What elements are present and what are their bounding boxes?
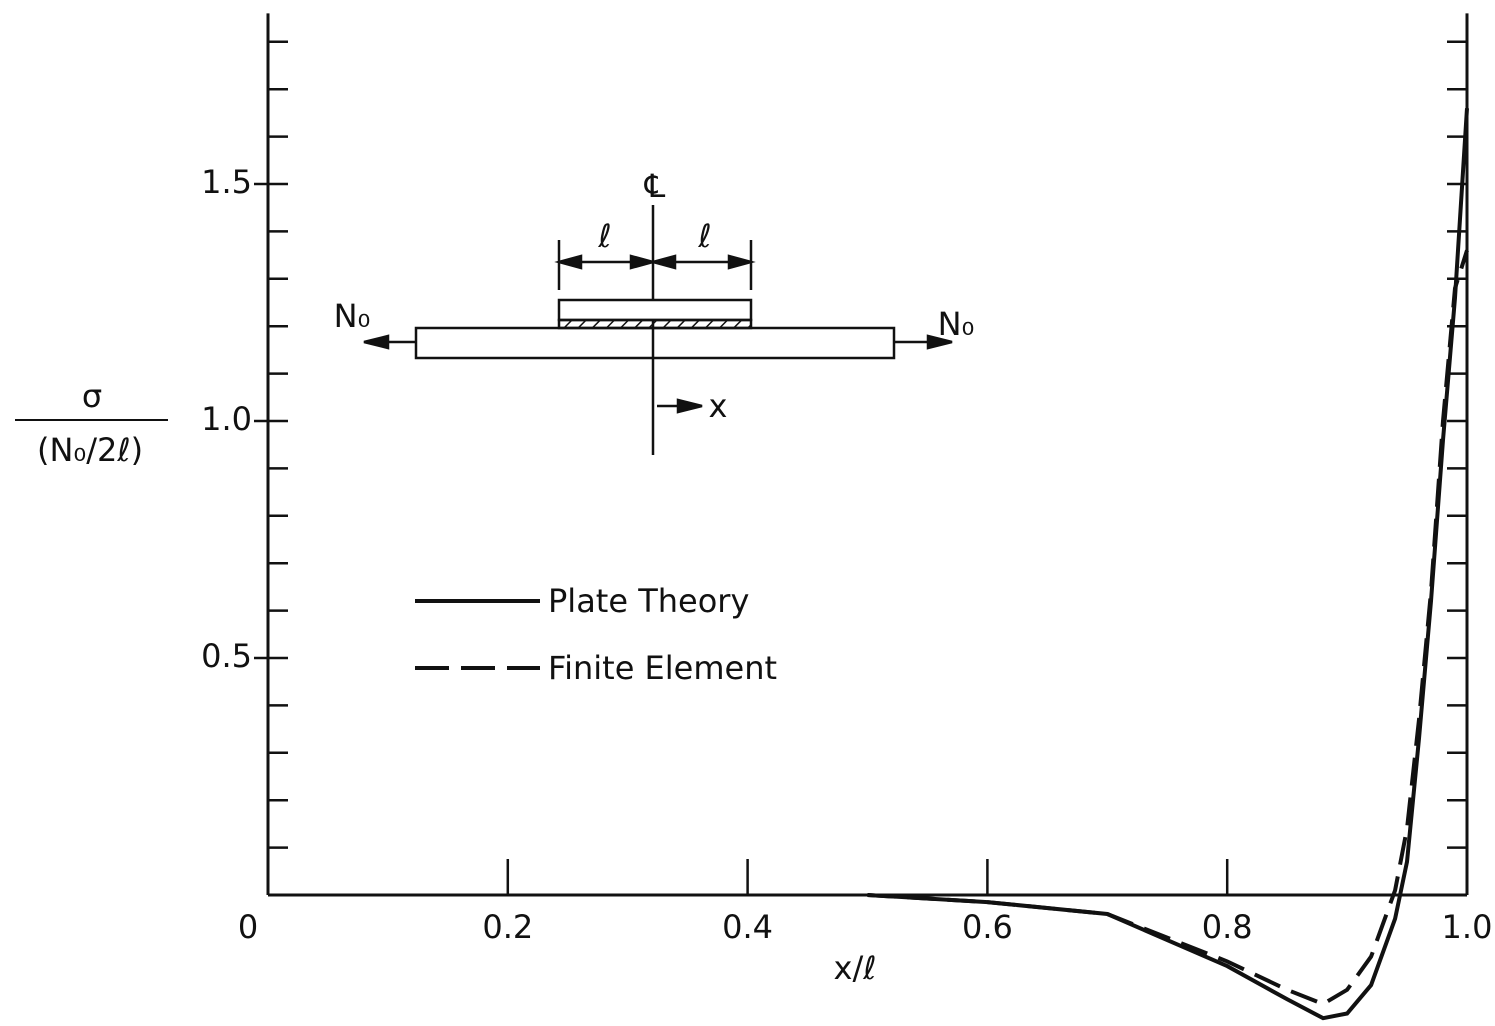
legend-label: Plate Theory	[548, 582, 749, 620]
x-tick-label: 0.8	[1202, 908, 1253, 946]
arrowheads	[554, 254, 756, 270]
x-tick-label: 1.0	[1442, 908, 1493, 946]
series-line	[867, 108, 1469, 1021]
annotation: ℓ	[697, 217, 711, 255]
legend-label: Finite Element	[548, 649, 777, 687]
x-tick-label: 0.4	[722, 908, 773, 946]
series-line	[867, 249, 1469, 1007]
annotation: ℓ	[597, 217, 611, 255]
y-tick-label: 0.5	[201, 637, 252, 675]
y-axis-label: (N₀/2ℓ)	[37, 431, 143, 469]
y-tick-label: 1.0	[201, 400, 252, 438]
x-tick-label: 0	[238, 908, 258, 946]
annotation: x	[709, 387, 728, 425]
adhesive	[557, 318, 753, 330]
arrowhead	[676, 398, 703, 414]
annotation: N₀	[334, 297, 371, 335]
annotation: ℄	[644, 167, 666, 205]
annotation: N₀	[938, 305, 975, 343]
arrowhead	[363, 334, 390, 350]
y-tick-label: 1.5	[201, 163, 252, 201]
y-axis-label: σ	[82, 377, 102, 415]
patch	[557, 298, 753, 322]
inset-diagram	[363, 205, 953, 455]
plate	[414, 326, 896, 360]
x-axis-label: x/ℓ	[834, 949, 877, 987]
x-tick-label: 0.2	[482, 908, 533, 946]
arrowhead	[926, 334, 953, 350]
x-tick-label: 0.6	[962, 908, 1013, 946]
